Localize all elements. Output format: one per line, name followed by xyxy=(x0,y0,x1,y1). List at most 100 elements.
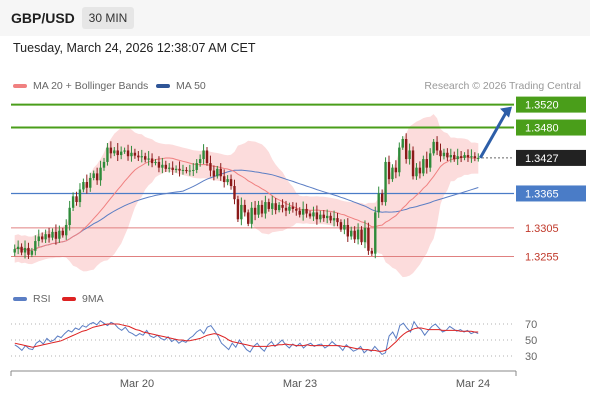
candle-body xyxy=(123,150,126,152)
candle-body xyxy=(116,150,119,156)
candle-body xyxy=(312,212,315,217)
candle-body xyxy=(157,161,161,168)
x-tick-label: Mar 20 xyxy=(120,378,154,390)
candle-body xyxy=(229,179,233,187)
candle-body xyxy=(78,189,82,203)
candle-body xyxy=(188,170,192,172)
legend-ma20-label: MA 20 + Bollinger Bands xyxy=(33,80,149,92)
level-tag-resistance xyxy=(516,96,586,113)
timeframe-button[interactable]: 30 MIN xyxy=(82,7,134,29)
candle-body xyxy=(243,204,246,213)
candle-body xyxy=(130,152,133,157)
credit-text: Research © 2026 Trading Central xyxy=(424,80,581,92)
candle-body xyxy=(34,241,37,251)
candle-body xyxy=(281,204,284,208)
candle-body xyxy=(453,155,456,160)
candle-body xyxy=(439,150,442,157)
candle-body xyxy=(250,207,253,224)
candle-body xyxy=(51,231,54,238)
candle-body xyxy=(164,164,168,169)
candle-body xyxy=(459,156,463,158)
candle-body xyxy=(202,150,205,160)
candle-body xyxy=(171,167,174,170)
x-tick-label: Mar 23 xyxy=(283,378,317,390)
candle-body xyxy=(181,169,185,171)
candle-body xyxy=(336,218,339,223)
candle-body xyxy=(391,167,394,180)
candle-body xyxy=(65,225,68,236)
ma50-swatch xyxy=(156,84,170,89)
projection-arrow-head xyxy=(500,106,512,118)
candle-body xyxy=(140,156,143,158)
candle-body xyxy=(150,158,154,164)
candle-body xyxy=(418,167,422,174)
candle-body xyxy=(432,141,435,154)
candle-body xyxy=(240,204,243,220)
candle-body xyxy=(99,167,102,181)
level-tag-pivot xyxy=(516,185,586,202)
candle-body xyxy=(346,225,349,237)
candle-body xyxy=(415,167,418,177)
candle-body xyxy=(380,193,384,203)
candle-body xyxy=(253,207,257,215)
candle-body xyxy=(37,236,40,242)
candle-body xyxy=(363,227,367,243)
candle-body xyxy=(257,204,260,215)
candle-body xyxy=(192,169,195,171)
legend-9ma-label: 9MA xyxy=(82,293,104,305)
timestamp: Tuesday, March 24, 2026 12:38:07 AM CET xyxy=(13,41,256,55)
candle-body xyxy=(89,177,92,188)
candle-body xyxy=(466,155,470,158)
rsi-ma9-line xyxy=(14,323,479,352)
candle-body xyxy=(58,230,61,239)
legend-ma20-bollinger: MA 20 + Bollinger Bands xyxy=(13,80,148,92)
level-label-current: 1.3427 xyxy=(525,153,559,165)
candle-body xyxy=(260,204,264,214)
candle-body xyxy=(456,156,459,160)
candle-body xyxy=(212,170,216,177)
candle-body xyxy=(195,163,198,170)
rsi-tick-label: 50 xyxy=(525,335,537,347)
candle-body xyxy=(126,150,130,157)
ma20-line xyxy=(14,156,479,251)
candle-body xyxy=(394,167,398,173)
candle-body xyxy=(216,168,219,177)
candle-body xyxy=(198,159,202,164)
candle-body xyxy=(119,151,123,156)
candle-body xyxy=(274,203,277,211)
candle-body xyxy=(411,150,415,177)
level-label-support: 1.3305 xyxy=(525,223,559,235)
chart-header: GBP/USD 30 MIN xyxy=(0,0,590,36)
candle-body xyxy=(137,155,140,158)
candle-body xyxy=(144,156,147,160)
candle-body xyxy=(350,230,353,237)
ma9-swatch xyxy=(62,297,76,302)
rsi-swatch xyxy=(13,297,27,302)
candle-body xyxy=(298,210,301,215)
legend-rsi: RSI xyxy=(13,293,51,305)
candle-body xyxy=(387,161,391,180)
candle-body xyxy=(247,212,250,224)
candle-body xyxy=(449,155,453,158)
symbol-title: GBP/USD xyxy=(11,10,75,26)
level-tag-resistance xyxy=(516,119,586,136)
candle-body xyxy=(82,182,85,190)
candle-body xyxy=(13,249,16,253)
candle-body xyxy=(147,158,150,160)
candle-body xyxy=(367,227,370,251)
level-label-support: 1.3255 xyxy=(525,252,559,264)
candle-body xyxy=(422,159,425,174)
candle-body xyxy=(236,199,240,220)
candle-body xyxy=(68,207,71,225)
level-label-resistance: 1.3480 xyxy=(525,123,559,135)
candle-body xyxy=(398,147,401,173)
candle-body xyxy=(16,246,20,250)
candle-body xyxy=(264,202,267,214)
candle-body xyxy=(174,168,178,170)
candle-body xyxy=(133,152,137,156)
candle-body xyxy=(470,156,473,158)
candle-body xyxy=(54,231,58,239)
candle-body xyxy=(301,208,305,215)
x-tick-label: Mar 24 xyxy=(456,378,490,390)
